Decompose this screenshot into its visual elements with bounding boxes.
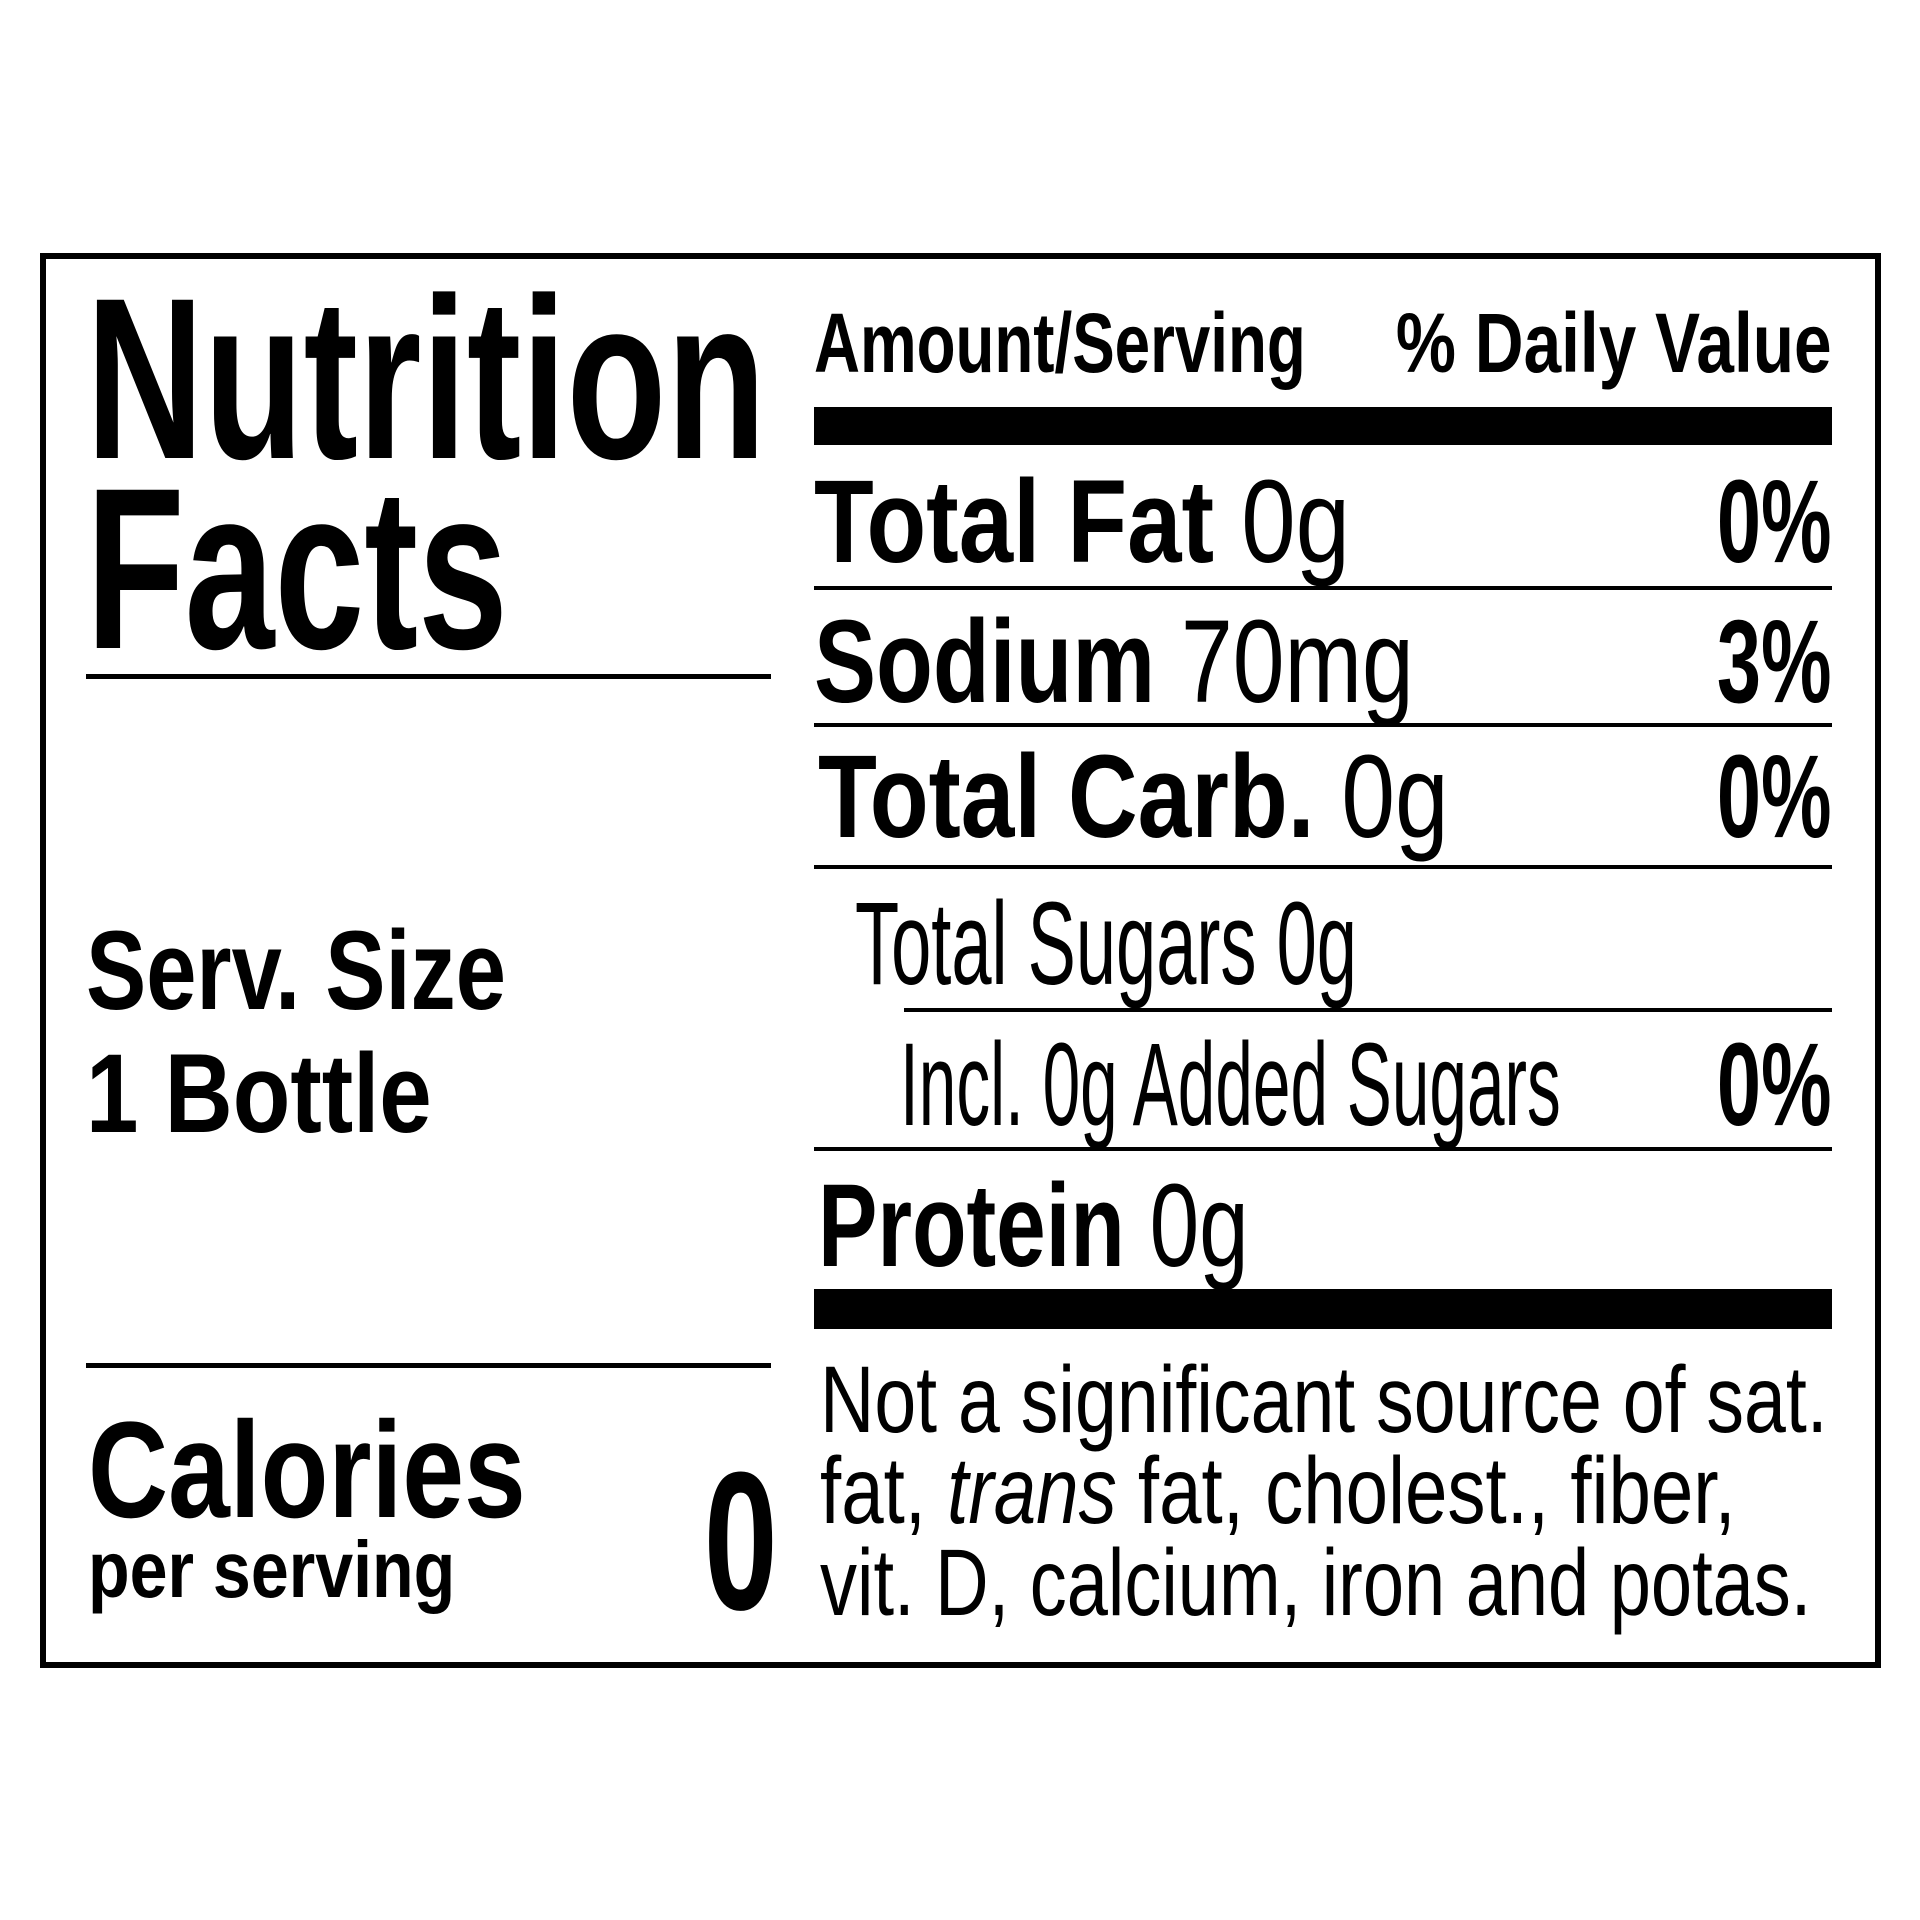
divider bbox=[904, 1008, 1832, 1012]
added-sugars-dv: 0% bbox=[1717, 1019, 1832, 1151]
divider bbox=[86, 1363, 771, 1368]
title-facts: Facts bbox=[86, 440, 508, 697]
footnote-line-1: Not a significant source of sat. bbox=[820, 1347, 1828, 1453]
calories-label: Calories bbox=[88, 1394, 526, 1547]
row-total-fat: Total Fat 0g bbox=[814, 456, 1350, 588]
footnote-line-2: fat, trans fat, cholest., fiber, bbox=[820, 1438, 1736, 1544]
serving-size-label: Serv. Size bbox=[86, 908, 506, 1033]
row-total-sugars: Total Sugars 0g bbox=[855, 878, 1357, 1010]
calories-sublabel: per serving bbox=[88, 1525, 456, 1614]
title-nutrition: Nutrition bbox=[86, 250, 767, 507]
thick-bar bbox=[814, 1289, 1832, 1329]
total-fat-dv: 0% bbox=[1717, 456, 1832, 588]
footnote-line-3: vit. D, calcium, iron and potas. bbox=[820, 1530, 1812, 1636]
amount-per-serving-header: Amount/Serving bbox=[814, 296, 1306, 390]
row-protein: Protein 0g bbox=[818, 1160, 1249, 1292]
divider bbox=[814, 1147, 1832, 1151]
row-total-carb: Total Carb. 0g bbox=[818, 731, 1449, 863]
nutrition-label-border bbox=[40, 253, 1881, 1668]
divider bbox=[814, 723, 1832, 727]
sodium-dv: 3% bbox=[1717, 596, 1832, 728]
thick-bar bbox=[814, 407, 1832, 445]
divider bbox=[814, 586, 1832, 590]
total-carb-dv: 0% bbox=[1717, 731, 1832, 863]
divider bbox=[86, 674, 771, 679]
row-sodium: Sodium 70mg bbox=[814, 596, 1414, 728]
divider bbox=[814, 865, 1832, 869]
serving-size-value: 1 Bottle bbox=[86, 1031, 432, 1156]
calories-value: 0 bbox=[704, 1431, 778, 1651]
row-added-sugars: Incl. 0g Added Sugars bbox=[900, 1019, 1561, 1151]
daily-value-header: % Daily Value bbox=[1396, 296, 1832, 390]
